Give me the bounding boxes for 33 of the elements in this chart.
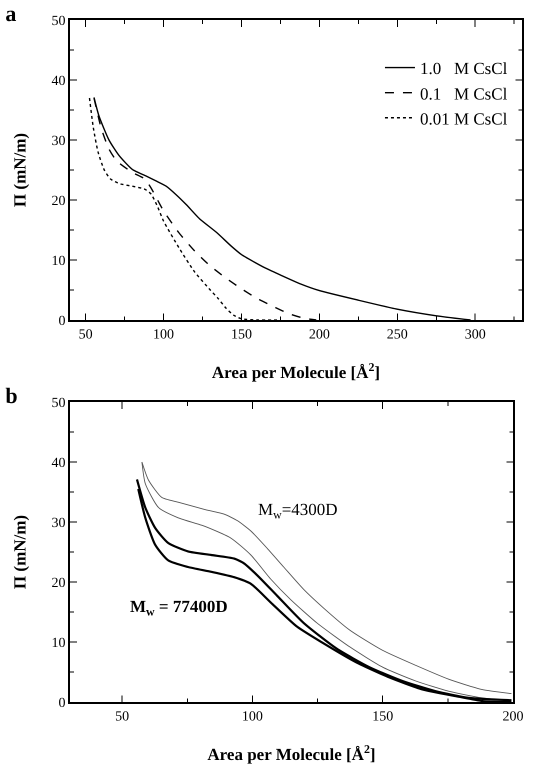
- y-tick-label: 50: [51, 396, 66, 411]
- x-tick-label: 50: [115, 710, 130, 725]
- y-tick-label: 30: [51, 134, 66, 149]
- legend-label: 1.0 M CsCl: [420, 59, 508, 78]
- x-tick-label: 250: [386, 328, 408, 343]
- y-tick-label: 40: [51, 74, 66, 89]
- y-tick-label: 10: [51, 254, 66, 269]
- legend-label: 0.01 M CsCl: [420, 109, 508, 128]
- chart-title: b: [5, 383, 18, 408]
- y-axis-title: Π (mN/m): [10, 132, 30, 208]
- y-axis-title: Π (mN/m): [10, 514, 30, 590]
- x-tick-label: 200: [308, 328, 330, 343]
- chart-title: a: [5, 1, 16, 26]
- x-tick-label: 50: [78, 328, 93, 343]
- x-tick-label: 100: [242, 710, 263, 725]
- x-tick-label: 150: [230, 328, 252, 343]
- annotation: M$_{w}$=4300D: [258, 500, 338, 522]
- x-tick-label: 300: [464, 328, 486, 343]
- x-tick-label: 150: [372, 710, 394, 725]
- y-tick-label: 20: [51, 194, 66, 209]
- y-tick-label: 20: [51, 576, 66, 591]
- y-tick-label: 0: [58, 696, 66, 711]
- x-axis-title: Area per Molecule [Å$^{2}$]: [212, 360, 380, 382]
- x-tick-label: 200: [502, 710, 524, 725]
- legend-label: 0.1 M CsCl: [420, 84, 508, 104]
- y-tick-label: 0: [58, 314, 66, 329]
- annotation: M$_{w}$ = 77400D: [130, 597, 228, 619]
- y-tick-label: 10: [51, 636, 66, 651]
- y-tick-label: 50: [51, 14, 66, 29]
- x-tick-label: 100: [153, 328, 174, 343]
- x-axis-title: Area per Molecule [Å$^{2}$]: [207, 742, 376, 764]
- y-tick-label: 30: [51, 516, 66, 531]
- y-tick-label: 40: [51, 456, 66, 471]
